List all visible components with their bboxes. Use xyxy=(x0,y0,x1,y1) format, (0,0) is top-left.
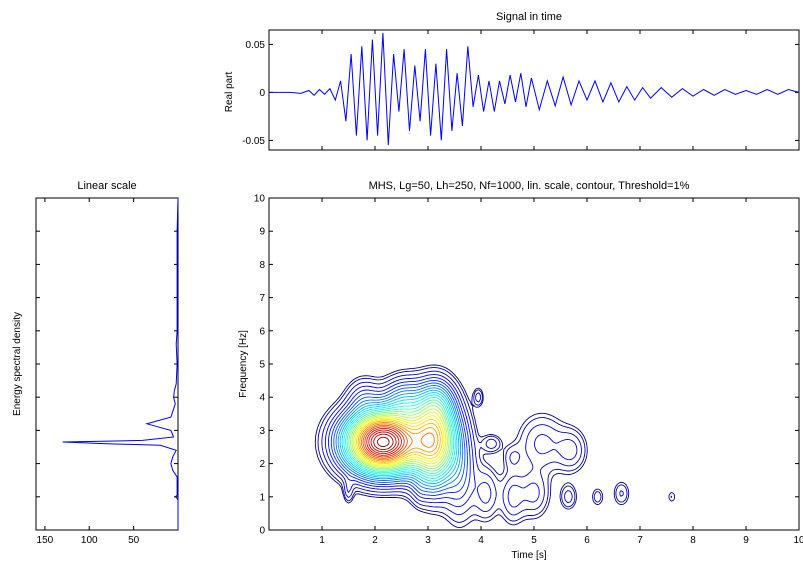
mhs-ylabel: Frequency [Hz] xyxy=(238,330,249,398)
contour-level xyxy=(321,370,624,516)
mhs-ytick-label: 5 xyxy=(259,360,265,371)
mhs-xtick-label: 3 xyxy=(425,535,431,546)
mhs-xtick-label: 9 xyxy=(743,535,749,546)
mhs-title: MHS, Lg=50, Lh=250, Nf=1000, lin. scale,… xyxy=(369,180,690,192)
mhs-ytick-label: 10 xyxy=(254,194,266,205)
contour-level xyxy=(328,377,471,500)
mhs-ytick-label: 3 xyxy=(259,426,265,437)
contour-level xyxy=(370,431,397,453)
mhs-ticks: 1 2 3 4 5 6 7 8 9 10 0 1 2 3 4 5 6 7 8 9 10 xyxy=(254,194,803,547)
contour-level xyxy=(357,420,441,463)
mhs-ytick-label: 9 xyxy=(259,227,265,238)
contour-level xyxy=(333,382,466,493)
contour-level xyxy=(341,392,458,482)
spectrum-axes xyxy=(35,197,179,531)
signal-ytick-label: 0.05 xyxy=(246,40,266,51)
contour-level xyxy=(362,424,408,459)
contour-level xyxy=(368,429,400,455)
contour-level xyxy=(364,426,405,458)
signal-yticks: 0.05 0 -0.05 xyxy=(242,30,799,150)
mhs-axes xyxy=(268,197,800,531)
contour-level xyxy=(373,433,394,451)
mhs-xtick-label: 1 xyxy=(319,535,325,546)
contour-level xyxy=(337,387,462,487)
signal-panel: Signal in time 0.05 0 -0.05 Real part xyxy=(224,11,800,151)
contour-level xyxy=(335,385,464,490)
signal-ytick-label: 0 xyxy=(259,88,265,99)
spectrum-xtick-label: 150 xyxy=(37,535,54,546)
spectrum-panel: Linear scale 150 100 50 Energy spectral de… xyxy=(12,180,179,546)
mhs-xtick-label: 2 xyxy=(372,535,378,546)
contour-level xyxy=(356,419,443,465)
signal-line xyxy=(269,32,800,146)
spectrum-title: Linear scale xyxy=(77,180,136,192)
contour-level xyxy=(343,394,456,479)
contour-level xyxy=(346,399,453,475)
mhs-ytick-label: 6 xyxy=(259,326,265,337)
contour-level xyxy=(354,415,445,466)
signal-title: Signal in time xyxy=(496,11,562,23)
mhs-ytick-label: 2 xyxy=(259,459,265,470)
signal-ylabel: Real part xyxy=(224,71,235,112)
mhs-xtick-label: 4 xyxy=(478,535,484,546)
mhs-contours xyxy=(314,364,676,529)
spectrum-xtick-label: 50 xyxy=(128,535,140,546)
mhs-panel: MHS, Lg=50, Lh=250, Nf=1000, lin. scale,… xyxy=(238,180,803,561)
contour-level xyxy=(353,411,447,467)
spectrum-ylabel: Energy spectral density xyxy=(12,312,23,416)
contour-level xyxy=(345,396,455,477)
mhs-xtick-label: 8 xyxy=(690,535,696,546)
mhs-xtick-label: 10 xyxy=(793,535,803,546)
mhs-xtick-label: 6 xyxy=(584,535,590,546)
contour-level xyxy=(376,436,390,448)
contour-level xyxy=(366,427,402,456)
contour-level xyxy=(359,421,439,462)
contour-level xyxy=(360,423,435,461)
mhs-ytick-label: 0 xyxy=(259,526,265,537)
spectrum-line xyxy=(62,197,179,530)
contour-level xyxy=(314,364,676,529)
contour-level xyxy=(317,367,673,523)
contour-level xyxy=(351,408,448,468)
contour-level xyxy=(324,374,578,508)
contour-level xyxy=(349,405,450,470)
mhs-ytick-label: 7 xyxy=(259,293,265,304)
mhs-xlabel: Time [s] xyxy=(511,550,546,561)
contour-level xyxy=(339,389,460,485)
mhs-ytick-label: 4 xyxy=(259,393,265,404)
mhs-ytick-label: 8 xyxy=(259,260,265,271)
mhs-xtick-label: 7 xyxy=(637,535,643,546)
mhs-xtick-label: 5 xyxy=(531,535,537,546)
signal-ytick-label: -0.05 xyxy=(242,136,265,147)
contour-level xyxy=(330,379,468,496)
contour-level xyxy=(348,402,451,472)
spectrum-xtick-label: 100 xyxy=(81,535,98,546)
mhs-ytick-label: 1 xyxy=(259,492,265,503)
